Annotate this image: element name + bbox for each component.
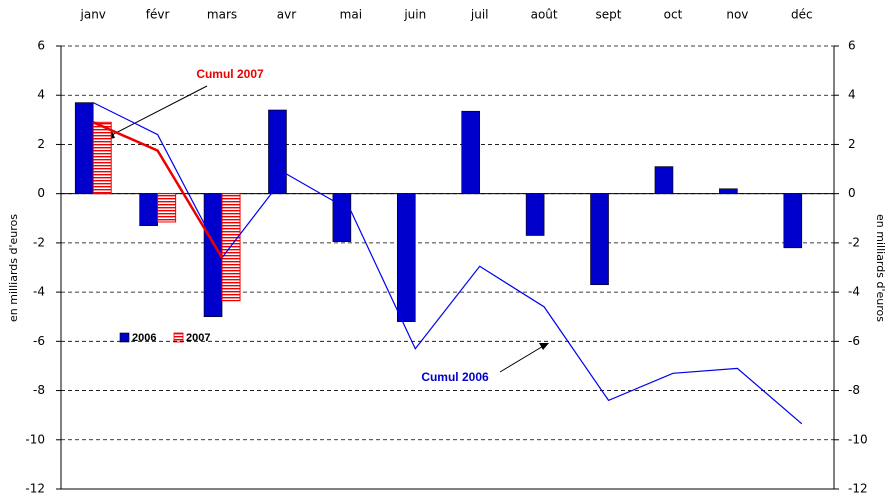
annotation-arrow [105,85,208,139]
bar [719,188,738,194]
bar [139,193,158,226]
y-tick-label: -10 [25,432,45,446]
x-tick-label: janv [80,8,106,22]
x-tick-label: sept [596,8,622,22]
y2-tick-label: -12 [848,482,868,496]
bar [332,193,352,242]
y2-tick-label: -10 [848,432,868,446]
y2-tick-label: 0 [848,186,856,200]
y-tick-label: 4 [37,88,45,102]
bar [590,193,609,286]
x-tick-label: août [531,8,558,22]
y-tick-label: 6 [37,39,45,53]
y2-tick-label: 6 [848,39,856,53]
legend-swatch [119,332,130,343]
annotation-arrow [499,344,546,373]
bar [92,121,112,195]
x-tick-label: oct [664,8,683,22]
x-tick-label: mai [340,8,362,22]
annotation: Cumul 2007 [196,67,264,81]
bar [396,193,416,322]
line [92,121,224,259]
y2-tick-label: -4 [848,285,860,299]
x-tick-label: mars [207,8,237,22]
bar [268,109,287,194]
annotation: Cumul 2006 [421,370,489,384]
y-tick-label: -2 [33,235,45,249]
y2-tick-label: 4 [848,88,856,102]
x-tick-label: juin [403,8,426,22]
y2-tick-label: -8 [848,383,860,397]
bar [461,110,481,194]
y2-tick-label: -2 [848,235,860,249]
legend-label: 2006 [132,332,156,344]
x-tick-label: févr [146,8,170,22]
bar [221,193,241,302]
bar [157,193,177,223]
line [92,102,803,425]
y2-tick-label: -6 [848,334,860,348]
y-tick-label: -12 [25,482,45,496]
y-tick-label: -8 [33,383,45,397]
bar [654,166,674,194]
legend-label: 2007 [186,332,210,344]
y-tick-label: 2 [37,137,45,151]
y2-tick-label: 2 [848,137,856,151]
y-tick-label: 0 [37,186,45,200]
x-tick-label: avr [277,8,296,22]
x-tick-label: déc [791,8,813,22]
y2-axis-label: en milliards d'euros [874,214,887,322]
y-axis-label: en milliards d'euros [7,214,20,322]
bar [525,193,545,236]
x-tick-label: nov [726,8,748,22]
legend-swatch [173,332,184,343]
bar [74,102,94,194]
y-tick-label: -6 [33,334,45,348]
y-tick-label: -4 [33,285,45,299]
x-tick-label: juil [470,8,489,22]
bar [783,193,803,249]
annotation-arrowhead [539,343,549,350]
